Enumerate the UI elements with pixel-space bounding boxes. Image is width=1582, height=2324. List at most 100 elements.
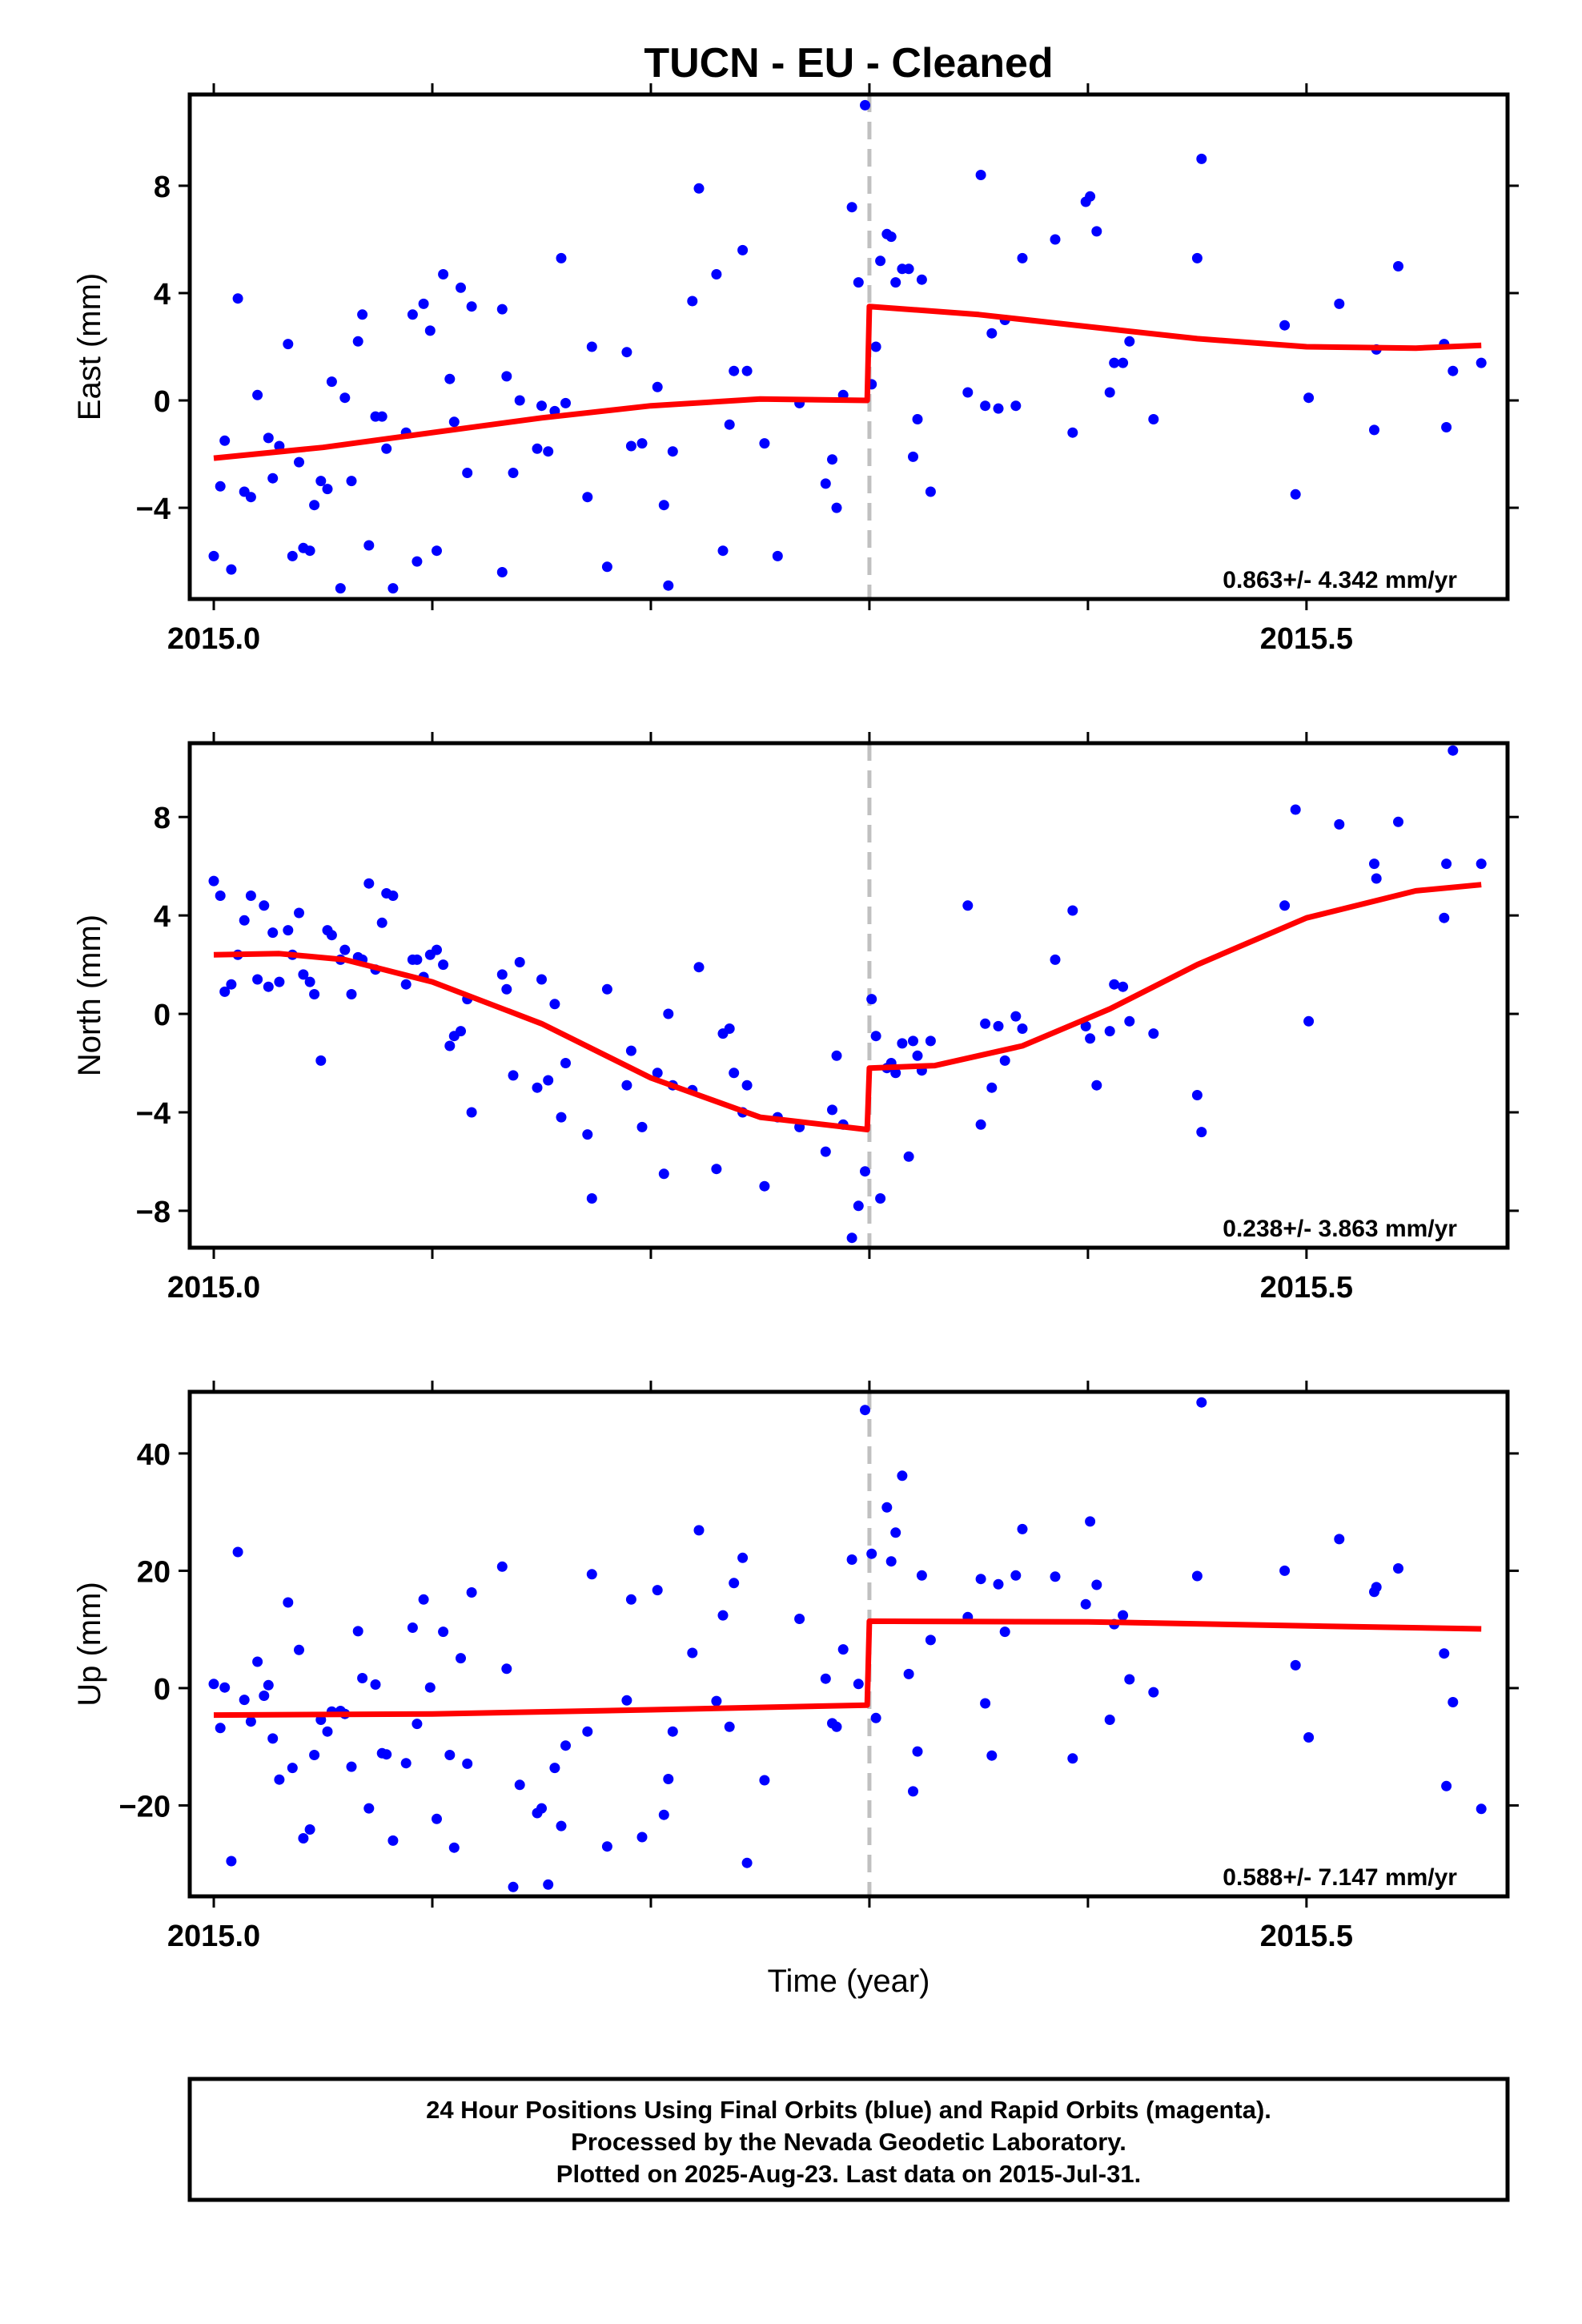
east-y-axis-label: East (mm) — [72, 273, 107, 420]
data-point — [549, 1763, 560, 1774]
y-tick-label: −4 — [136, 493, 171, 526]
data-point — [1148, 1028, 1159, 1039]
data-point — [376, 411, 387, 422]
data-point — [1279, 1565, 1291, 1576]
data-point — [252, 974, 263, 985]
data-point — [1334, 818, 1345, 830]
data-point — [536, 400, 547, 412]
data-point — [294, 907, 304, 919]
data-point — [560, 397, 571, 408]
data-point — [1085, 1516, 1096, 1527]
north-model-line — [213, 882, 1482, 1132]
data-point — [245, 1716, 256, 1727]
data-point — [315, 476, 327, 487]
data-point — [438, 269, 449, 279]
data-point — [501, 371, 512, 382]
north-rate-label: 0.238+/- 3.863 mm/yr — [1223, 1216, 1457, 1242]
data-point — [1148, 1687, 1159, 1698]
data-point — [717, 545, 729, 557]
data-point — [294, 456, 304, 468]
data-point — [724, 1721, 735, 1732]
up-model-line — [213, 1618, 1482, 1719]
data-point — [729, 1068, 740, 1079]
data-point — [508, 1881, 519, 1892]
data-point — [870, 341, 881, 352]
data-point — [1447, 745, 1459, 756]
data-point — [1441, 422, 1452, 432]
footer-frame — [187, 2077, 1510, 2202]
data-point — [239, 1695, 250, 1706]
data-point — [1476, 858, 1487, 870]
data-point — [903, 1151, 914, 1162]
north-plot-frame — [187, 741, 1510, 1250]
east-panel: 2015.0 2015.5 −4 0 4 8 East (mm) 0.863+/- 4.342… — [72, 83, 1519, 656]
data-point — [309, 1750, 320, 1760]
data-point — [339, 392, 351, 404]
data-point — [885, 1556, 897, 1567]
data-point — [986, 1082, 998, 1093]
data-point — [215, 1723, 226, 1734]
data-point — [993, 1578, 1004, 1590]
data-point — [820, 478, 831, 489]
data-point — [1369, 858, 1379, 870]
data-point — [860, 1166, 870, 1177]
north-y-axis-label: North (mm) — [72, 915, 107, 1076]
data-point — [586, 341, 597, 352]
data-point — [827, 1104, 837, 1116]
data-point — [438, 959, 449, 971]
data-point — [1148, 414, 1159, 424]
data-point — [1334, 1534, 1345, 1545]
data-point — [501, 1663, 512, 1675]
data-point — [1085, 1033, 1096, 1044]
data-point — [586, 1193, 597, 1204]
data-point — [560, 1740, 571, 1751]
data-point — [514, 1779, 525, 1791]
data-point — [621, 1695, 632, 1706]
data-point — [1050, 954, 1061, 965]
data-point — [846, 202, 857, 213]
data-point — [448, 1842, 460, 1853]
data-point — [729, 1578, 740, 1589]
data-point — [1371, 873, 1382, 884]
data-point — [870, 1031, 881, 1042]
figure-title: TUCN - EU - Cleaned — [644, 40, 1053, 86]
y-tick-label: 0 — [154, 385, 171, 419]
data-point — [1393, 1563, 1403, 1574]
data-point — [322, 484, 333, 495]
data-point — [370, 1679, 381, 1690]
data-point — [1196, 1397, 1207, 1408]
data-point — [717, 1610, 729, 1621]
data-point — [663, 1774, 674, 1784]
data-point — [556, 1820, 567, 1831]
data-point — [259, 900, 270, 911]
data-point — [346, 476, 357, 487]
data-point — [908, 1786, 918, 1797]
y-tick-label: 8 — [154, 171, 171, 204]
data-point — [287, 1763, 298, 1774]
data-point — [737, 244, 749, 255]
data-point — [496, 567, 508, 577]
data-point — [667, 1726, 678, 1737]
data-point — [1371, 1582, 1382, 1593]
data-point — [508, 1070, 519, 1081]
y-tick-label: 0 — [154, 1673, 171, 1707]
data-point — [267, 1733, 279, 1744]
data-point — [219, 1682, 231, 1693]
data-point — [1279, 900, 1291, 911]
data-point — [890, 1527, 901, 1538]
data-point — [980, 400, 991, 412]
data-point — [1196, 1127, 1207, 1138]
data-point — [532, 443, 543, 454]
data-point — [1441, 858, 1452, 870]
footer-line-3: Plotted on 2025-Aug-23. Last data on 201… — [556, 2160, 1141, 2188]
data-point — [496, 1561, 508, 1572]
data-point — [1191, 1570, 1203, 1582]
data-point — [1010, 1011, 1022, 1022]
data-point — [853, 1679, 864, 1690]
data-point — [601, 983, 612, 995]
data-point — [1050, 1571, 1061, 1582]
data-point — [352, 1626, 363, 1637]
up-points — [208, 1397, 1487, 1892]
data-point — [466, 1107, 477, 1118]
data-point — [820, 1146, 831, 1157]
